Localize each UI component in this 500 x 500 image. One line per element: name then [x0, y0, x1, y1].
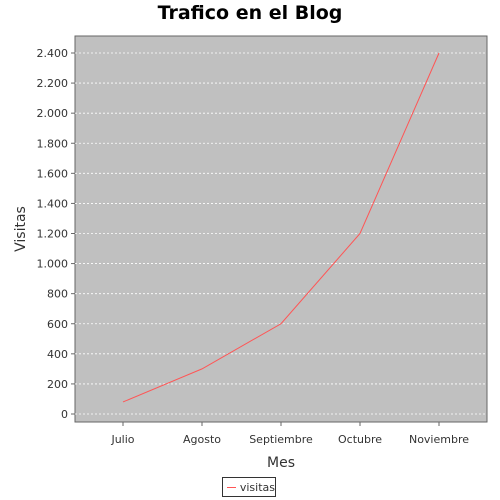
x-tick-label: Septiembre — [249, 433, 313, 446]
gridlines — [75, 52, 487, 415]
y-tick-label: 2.400 — [37, 47, 69, 60]
legend-label: visitas — [239, 480, 275, 494]
plot-area — [74, 35, 488, 423]
y-tick-label: 2.200 — [37, 77, 69, 90]
x-tick-label: Octubre — [338, 433, 382, 446]
legend-swatch — [227, 486, 236, 488]
y-tick-label: 600 — [47, 318, 68, 331]
y-tick-label: 1.000 — [37, 258, 69, 271]
legend: visitas — [222, 477, 276, 497]
y-tick-label: 1.600 — [37, 167, 69, 180]
y-tick-label: 400 — [47, 348, 68, 361]
x-tick-label: Noviembre — [409, 433, 469, 446]
x-tick-label: Julio — [110, 433, 134, 446]
y-tick-label: 200 — [47, 378, 68, 391]
x-tick-label: Agosto — [183, 433, 221, 446]
series-layer — [122, 52, 440, 403]
y-tick-label: 1.800 — [37, 137, 69, 150]
y-tick-label: 1.400 — [37, 197, 69, 210]
x-axis-label: Mes — [267, 455, 295, 471]
y-tick-label: 1.200 — [37, 228, 69, 241]
y-axis-label: Visitas — [13, 206, 29, 252]
series-line-visitas — [122, 52, 440, 403]
x-axis: Julio Agosto Septiembre Octubre Noviembre — [110, 422, 469, 446]
y-tick-label: 0 — [61, 408, 68, 421]
y-tick-label: 800 — [47, 288, 68, 301]
y-axis: 0 200 400 600 800 1.000 1.200 1.400 1.600 1.800 2.… — [37, 47, 75, 421]
y-tick-label: 2.000 — [37, 107, 69, 120]
chart-title: Trafico en el Blog — [157, 2, 343, 24]
